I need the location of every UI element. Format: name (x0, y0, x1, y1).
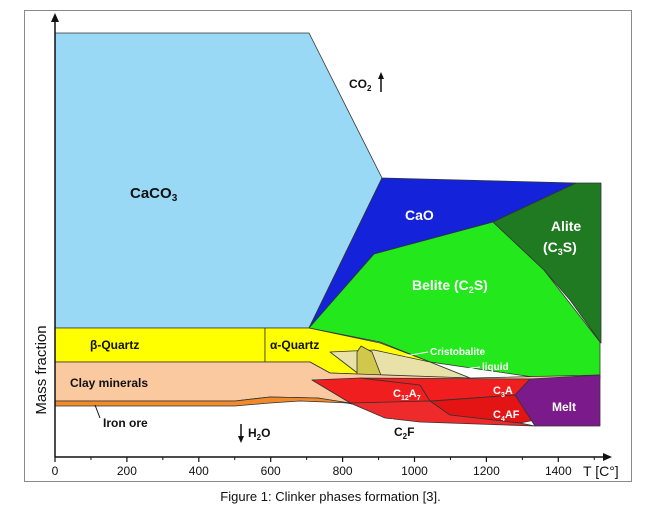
label-c4af: C4AF (493, 409, 520, 423)
y-axis-label: Mass fraction (33, 325, 50, 414)
label-cristobalite: Cristobalite (430, 347, 485, 358)
label--quartz: β-Quartz (90, 338, 139, 352)
liquid-leader (454, 366, 481, 371)
label-c3a: C3A (493, 385, 513, 399)
label-cao: CaO (405, 207, 434, 223)
label-c2f: C2F (394, 425, 414, 441)
region-alite-c3s (492, 182, 602, 344)
h2o-annotation: H2O (238, 424, 270, 443)
x-tick-label: 200 (117, 464, 137, 478)
h2o-down-arrow-icon (238, 436, 244, 443)
svg-text:H2O: H2O (248, 426, 270, 442)
chart: CaCO3 CaO Belite (C2S) Alite (C3S) β-Quartz α-… (33, 13, 619, 479)
figure-frame (24, 10, 632, 482)
co2-annotation: CO2 (349, 72, 384, 93)
cristobalite-leader (404, 351, 429, 357)
label-iron-ore: Iron ore (103, 416, 148, 430)
label-caco3: CaCO3 (130, 185, 178, 204)
x-tick-label: 1000 (401, 464, 428, 478)
svg-text:CO2: CO2 (349, 77, 372, 93)
label--quartz: α-Quartz (270, 338, 319, 352)
c2f-leader (391, 418, 398, 429)
label-belite-c2s: Belite (C2S) (412, 277, 488, 295)
x-tick-label: 600 (261, 464, 281, 478)
x-axis-arrow-icon (603, 453, 612, 461)
x-tick-label: 800 (333, 464, 353, 478)
y-axis-arrow-icon (51, 13, 59, 22)
figure-caption: Figure 1: Clinker phases formation [3]. (220, 489, 441, 504)
label-melt: Melt (552, 400, 576, 414)
region-melt (514, 374, 601, 427)
label-clay-minerals: Clay minerals (70, 376, 148, 390)
x-axis-label: T [C°] (583, 463, 619, 479)
x-tick-label: 1200 (473, 464, 500, 478)
x-tick-label: 1400 (545, 464, 572, 478)
label-c12a7: C12A7 (393, 388, 421, 402)
co2-up-arrow-icon (378, 72, 384, 79)
x-tick-label: 400 (189, 464, 209, 478)
x-tick-label: 0 (52, 464, 59, 478)
region--quartz (54, 327, 266, 363)
label-alite-c3s: (C3S) (543, 239, 577, 257)
iron-ore-leader (94, 404, 101, 419)
label-alite-c3s: Alite (551, 218, 582, 234)
region-iron-ore (54, 396, 351, 407)
label-liquid: liquid (482, 362, 509, 373)
region-c2f (349, 400, 536, 427)
